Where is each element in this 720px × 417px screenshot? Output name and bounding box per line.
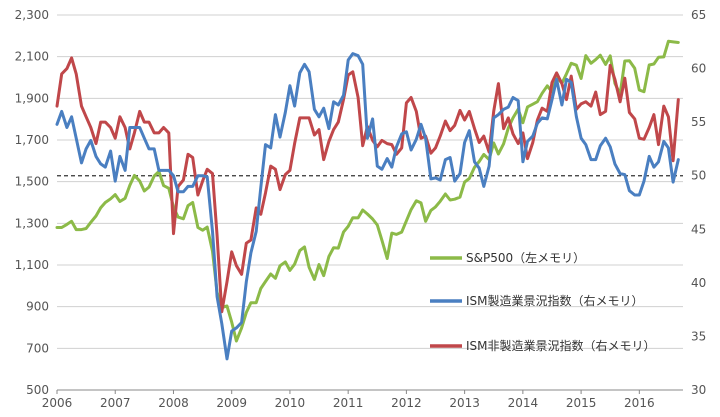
y-axis-left-ticks: 500 700 900 1,100 1,300 1,500 1,700 1,900 2,100 2… bbox=[15, 8, 49, 397]
x-axis bbox=[56, 389, 683, 394]
y-right-tick-label: 60 bbox=[691, 62, 706, 76]
x-tick-label: 2013 bbox=[449, 396, 480, 410]
series-lines bbox=[55, 39, 680, 361]
y-right-tick-label: 35 bbox=[691, 329, 706, 343]
x-tick-label: 2015 bbox=[566, 396, 597, 410]
x-tick-label: 2010 bbox=[275, 396, 306, 410]
legend-label-ism-nonmfg: ISM非製造業景況指数（右メモリ） bbox=[466, 338, 656, 353]
x-tick-label: 2009 bbox=[216, 396, 247, 410]
x-tick-label: 2008 bbox=[158, 396, 189, 410]
y-left-tick-label: 1,100 bbox=[15, 258, 49, 272]
y-right-tick-label: 30 bbox=[691, 383, 706, 397]
y-left-tick-label: 2,100 bbox=[15, 50, 49, 64]
y-left-tick-label: 1,300 bbox=[15, 216, 49, 230]
x-tick-label: 2006 bbox=[42, 396, 73, 410]
y-right-tick-label: 55 bbox=[691, 115, 706, 129]
y-right-tick-label: 40 bbox=[691, 276, 706, 290]
y-left-tick-label: 1,700 bbox=[15, 133, 49, 147]
y-right-tick-label: 50 bbox=[691, 169, 706, 183]
y-left-tick-label: 500 bbox=[26, 383, 49, 397]
y-left-tick-label: 1,900 bbox=[15, 91, 49, 105]
y-left-tick-label: 2,300 bbox=[15, 8, 49, 22]
x-tick-label: 2014 bbox=[508, 396, 539, 410]
legend: S&P500（左メモリ） ISM製造業景況指数（右メモリ） ISM非製造業景況指数（… bbox=[430, 250, 656, 353]
legend-label-sp500: S&P500（左メモリ） bbox=[466, 250, 585, 265]
x-tick-label: 2012 bbox=[391, 396, 422, 410]
series-line-ism-mfg bbox=[55, 52, 680, 361]
y-right-tick-label: 45 bbox=[691, 222, 706, 236]
y-left-tick-label: 1,500 bbox=[15, 175, 49, 189]
y-left-tick-label: 900 bbox=[26, 300, 49, 314]
x-tick-label: 2016 bbox=[624, 396, 655, 410]
x-tick-label: 2007 bbox=[100, 396, 131, 410]
series-line-sp500 bbox=[55, 39, 680, 343]
x-axis-ticks: 2006 2007 2008 2009 2010 2011 2012 2013 2014 2015… bbox=[42, 396, 655, 410]
y-right-tick-label: 65 bbox=[691, 8, 706, 22]
y-left-tick-label: 700 bbox=[26, 341, 49, 355]
x-tick-label: 2011 bbox=[333, 396, 364, 410]
gridlines bbox=[57, 14, 683, 391]
y-axis-right-ticks: 30 35 40 45 50 55 60 65 bbox=[691, 8, 706, 397]
legend-label-ism-mfg: ISM製造業景況指数（右メモリ） bbox=[466, 293, 644, 308]
